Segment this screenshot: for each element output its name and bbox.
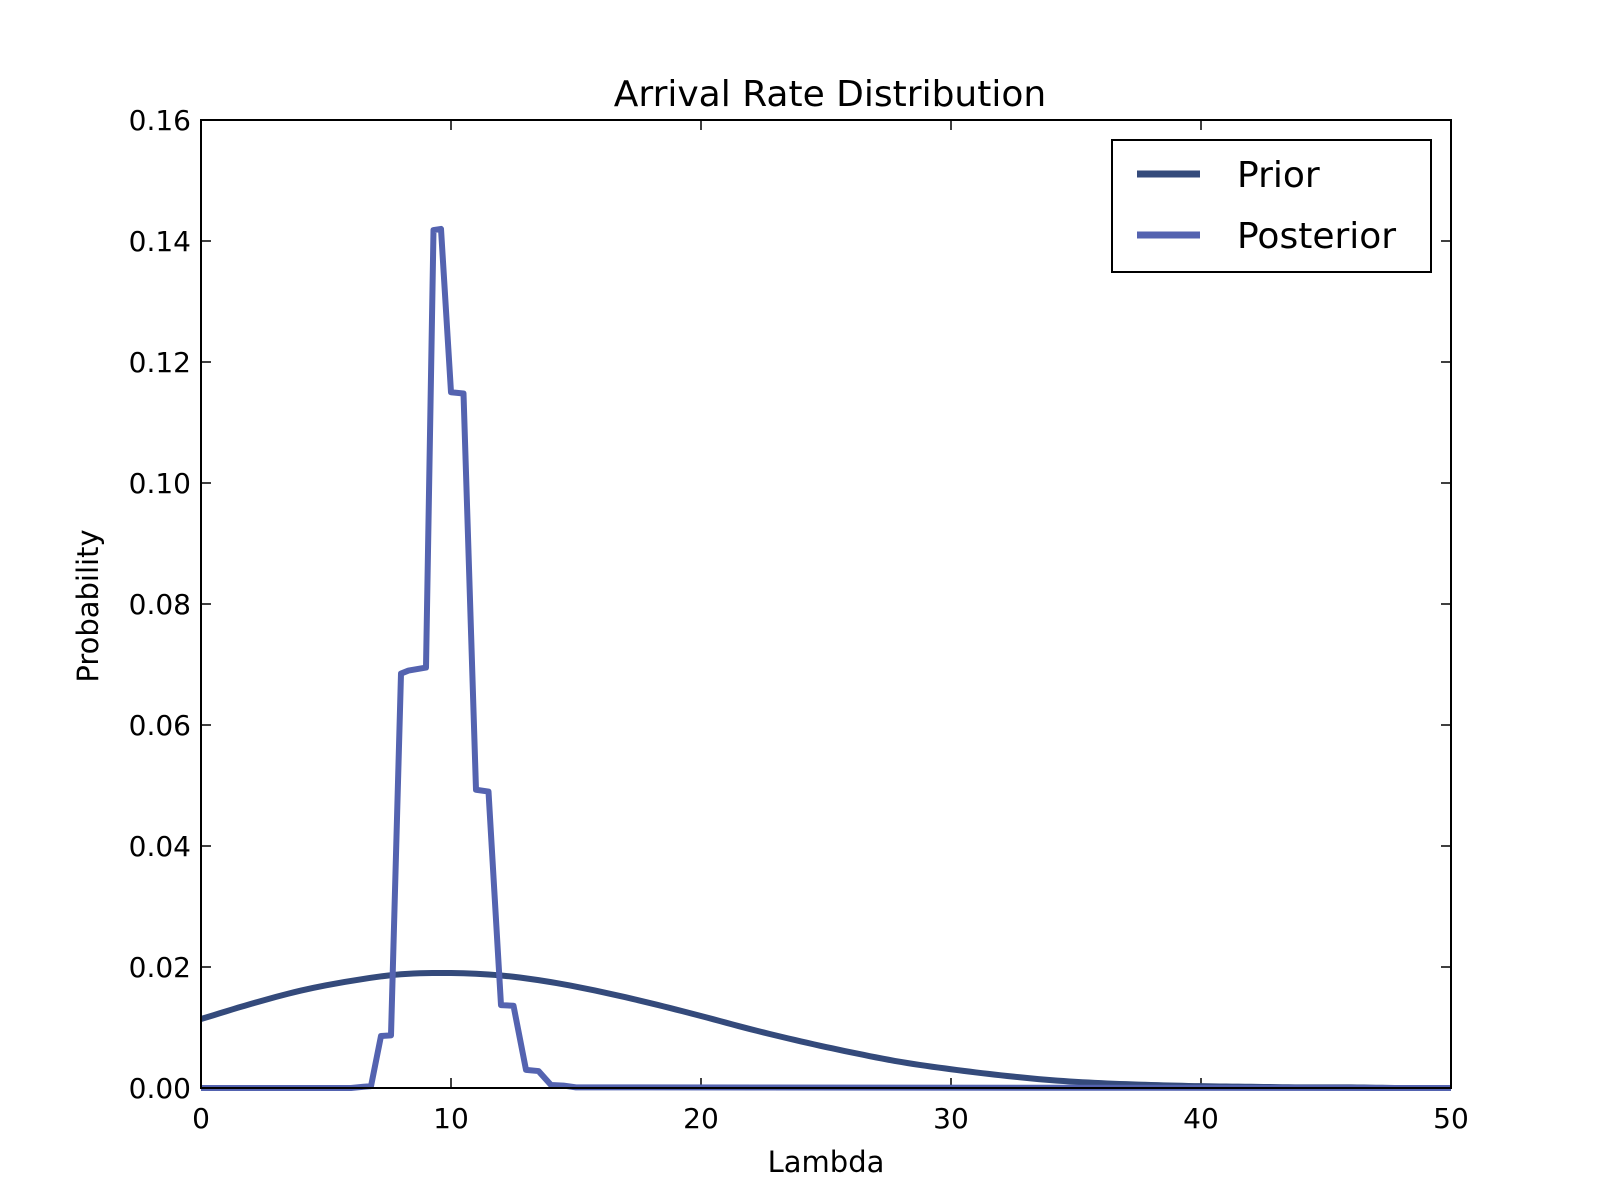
y-tick-label: 0.02 [129, 951, 191, 984]
x-tick-label: 20 [683, 1102, 719, 1135]
y-tick-label: 0.04 [129, 830, 191, 863]
plot-frame [200, 119, 1452, 1089]
legend-label-posterior: Posterior [1237, 216, 1396, 257]
chart-title: Arrival Rate Distribution [614, 74, 1046, 115]
y-tick-label: 0.16 [129, 104, 191, 137]
y-tick-label: 0.06 [129, 709, 191, 742]
x-tick-label: 40 [1183, 1102, 1219, 1135]
x-tick-label: 10 [433, 1102, 469, 1135]
legend: Prior Posterior [1111, 139, 1432, 273]
legend-box [1111, 139, 1432, 273]
y-tick-label: 0.14 [129, 225, 191, 258]
x-tick-label: 0 [192, 1102, 210, 1135]
y-tick-labels: 0.00 0.02 0.04 0.06 0.08 0.10 0.12 0.14 0.16 [129, 104, 191, 1105]
x-tick-label: 30 [933, 1102, 969, 1135]
x-axis-label: Lambda [768, 1145, 885, 1179]
series-line-posterior [201, 225, 1452, 1091]
plot-lines [200, 225, 1452, 1091]
y-tick-label: 0.08 [129, 588, 191, 621]
y-tick-label: 0.10 [129, 467, 191, 500]
x-tick-labels: 0 10 20 30 40 50 [192, 1102, 1469, 1135]
y-tick-label: 0.00 [129, 1072, 191, 1105]
x-tick-label: 50 [1433, 1102, 1469, 1135]
legend-label-prior: Prior [1237, 155, 1320, 196]
y-axis-label: Probability [71, 529, 105, 682]
y-tick-label: 0.12 [129, 346, 191, 379]
